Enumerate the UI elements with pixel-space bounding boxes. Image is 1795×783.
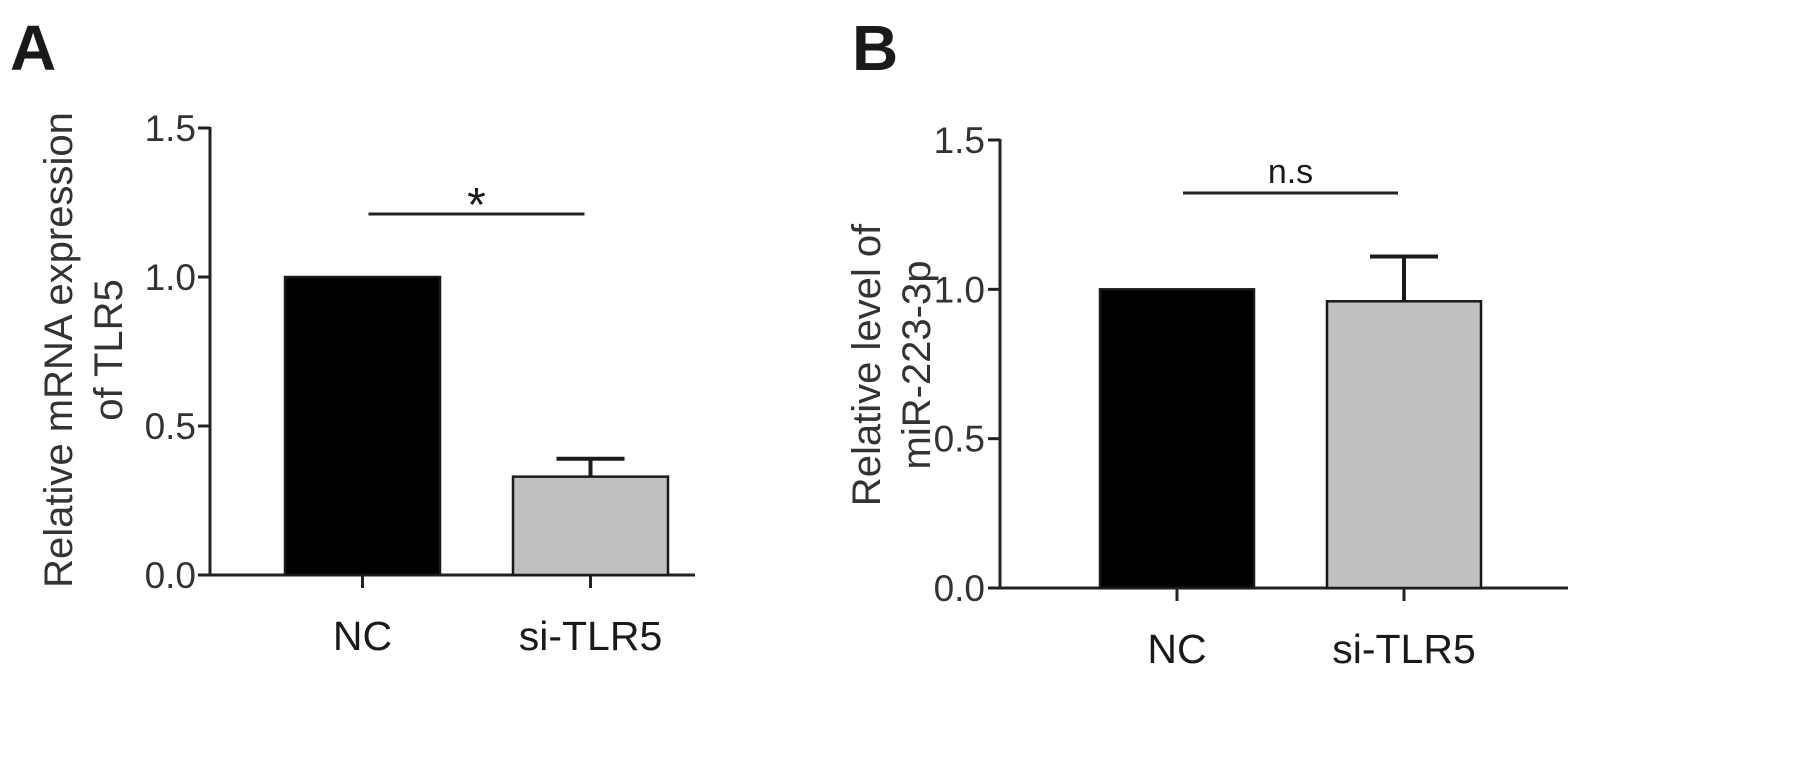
panel-a-y-tick-label: 1.0 <box>145 257 196 298</box>
panel-a-bar-nc <box>283 275 442 577</box>
panel-b-y-tick-label: 1.5 <box>934 120 985 161</box>
panel-a: A 0.0 0.5 1.0 1.5 NC si-TLR5 * Relative mRNA exp… <box>10 12 695 659</box>
panel-a-y-tick-label: 0.5 <box>145 406 196 447</box>
panel-a-y-tick-label: 0.0 <box>145 555 196 596</box>
panel-a-label: A <box>10 12 56 84</box>
panel-b-bar-nc <box>1098 288 1256 590</box>
panel-a-y-tick-label: 1.5 <box>145 108 196 149</box>
panel-b-bar-si-tlr5 <box>1325 300 1483 590</box>
panel-b-y-axis-title-line-1: Relative level of <box>845 223 889 506</box>
panel-b-significance-label: n.s <box>1268 153 1313 191</box>
panel-b-y-tick-label: 1.0 <box>934 269 985 310</box>
panel-b-y-tick-label: 0.5 <box>934 419 985 460</box>
panel-b-y-tick-label: 0.0 <box>934 568 985 609</box>
panel-b: B 0.0 0.5 1.0 1.5 NC si-TLR5 n.s Relative level … <box>845 12 1568 672</box>
panel-a-significance-label: * <box>467 179 486 232</box>
panel-b-y-axis-title-line-2: miR-223-3p <box>895 261 939 470</box>
panel-b-category-label-nc: NC <box>1147 626 1206 672</box>
panel-a-category-label-nc: NC <box>333 613 392 659</box>
panel-a-bar-si-tlr5 <box>511 475 670 577</box>
panel-b-label: B <box>852 12 898 84</box>
panel-a-y-axis-title-line-1: Relative mRNA expression <box>37 112 81 588</box>
panel-a-category-label-si-tlr5: si-TLR5 <box>519 613 663 659</box>
panel-a-y-axis-title-line-2: of TLR5 <box>87 279 131 421</box>
panel-b-category-label-si-tlr5: si-TLR5 <box>1332 626 1476 672</box>
